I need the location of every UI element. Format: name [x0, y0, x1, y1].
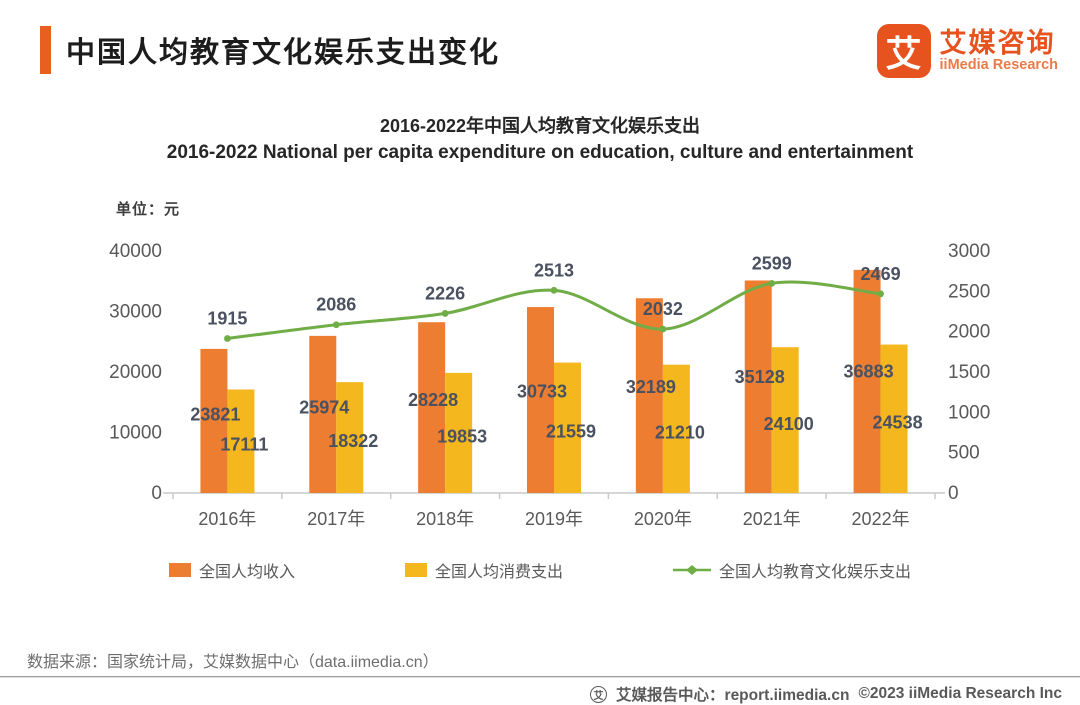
line-marker-2019年 [550, 286, 558, 294]
bar-1-2019年 [554, 362, 581, 493]
line-marker-2021年 [768, 279, 776, 287]
legend-line-marker-icon [673, 565, 711, 575]
chart-legend: 全国人均收入 全国人均消费支出 全国人均教育文化娱乐支出 [0, 558, 1080, 582]
x-axis-label: 2022年 [852, 509, 910, 529]
copyright-text: ©2023 iiMedia Research Inc [858, 685, 1062, 702]
bar-value-label: 23821 [190, 405, 240, 425]
bar-0-2019年 [527, 307, 554, 493]
right-axis-tick: 0 [948, 483, 959, 504]
legend-label: 全国人均收入 [198, 564, 295, 581]
report-center-link[interactable]: 艾媒报告中心：report.iimedia.cn [616, 687, 850, 704]
line-value-label: 2226 [425, 283, 465, 303]
bar-1-2022年 [880, 344, 908, 493]
unit-label: 单位：元 [116, 201, 181, 218]
bar-value-label: 17111 [220, 434, 268, 454]
legend-swatch-icon [168, 563, 191, 577]
right-axis-tick: 2000 [948, 322, 990, 343]
line-value-label: 2513 [534, 260, 574, 280]
line-value-label: 2599 [752, 253, 792, 273]
bar-1-2016年 [227, 389, 255, 493]
logo-name-cn: 艾媒咨询 [939, 28, 1056, 59]
right-axis-tick: 1500 [948, 362, 990, 383]
bar-1-2020年 [662, 364, 690, 493]
line-value-label: 2469 [861, 264, 901, 284]
footer-divider [0, 676, 1080, 678]
bar-0-2022年 [853, 269, 881, 493]
logo-name-en: iiMedia Research [939, 56, 1058, 73]
bar-1-2021年 [771, 347, 799, 493]
line-value-label: 2032 [643, 299, 683, 319]
bar-0-2018年 [418, 322, 446, 493]
legend-item: 全国人均收入 [168, 558, 295, 582]
bar-0-2020年 [635, 298, 663, 493]
bar-value-label: 35128 [735, 367, 785, 387]
legend-item: 全国人均消费支出 [404, 558, 563, 582]
bar-value-label: 21210 [655, 422, 705, 442]
line-marker-2017年 [332, 321, 340, 329]
right-axis-tick: 3000 [948, 241, 990, 262]
line-marker-2016年 [224, 335, 231, 342]
data-source-note: 数据来源：国家统计局，艾媒数据中心（data.iimedia.cn） [27, 654, 439, 671]
footer-report-info: 艾 艾媒报告中心：report.iimedia.cn ©2023 iiMedia… [590, 683, 1062, 705]
right-axis-tick: 2500 [948, 281, 990, 302]
bar-1-2018年 [445, 372, 473, 493]
legend-label: 全国人均教育文化娱乐支出 [719, 564, 912, 581]
line-marker-2022年 [877, 290, 884, 298]
left-axis-tick: 20000 [109, 362, 162, 383]
left-axis-tick: 30000 [109, 302, 162, 323]
bar-value-label: 24538 [873, 413, 923, 433]
bar-value-label: 28228 [408, 390, 458, 410]
legend-item: 全国人均教育文化娱乐支出 [673, 558, 911, 582]
left-axis-tick: 10000 [109, 423, 162, 444]
bar-value-label: 36883 [844, 361, 894, 381]
bar-value-label: 19853 [437, 426, 487, 446]
page-header: 中国人均教育文化娱乐支出变化 [40, 26, 500, 74]
line-marker-2020年 [659, 325, 667, 333]
combo-chart: 0 10000 20000 30000 40000 0 500 1000 1500 2000 250… [109, 241, 990, 529]
x-axis-label: 2017年 [307, 509, 365, 529]
title-accent-bar [40, 26, 51, 74]
line-value-label: 2086 [316, 295, 356, 315]
bar-0-2021年 [744, 280, 772, 493]
line-marker-2018年 [441, 310, 449, 317]
iimedia-logo: 艾 艾媒咨询 iiMedia Research [876, 24, 1058, 78]
x-axis-label: 2018年 [416, 509, 474, 529]
bar-0-2017年 [309, 335, 337, 493]
bar-1-2017年 [336, 382, 364, 493]
legend-label: 全国人均消费支出 [434, 564, 563, 581]
x-axis-label: 2019年 [525, 509, 583, 529]
chart-title-en: 2016-2022 National per capita expenditur… [166, 142, 914, 163]
bar-value-label: 30733 [517, 382, 567, 402]
iimedia-badge-icon: 艾 [590, 685, 608, 703]
x-axis-label: 2020年 [634, 509, 692, 529]
page-title: 中国人均教育文化娱乐支出变化 [66, 37, 501, 69]
logo-text: 艾媒咨询 iiMedia Research [940, 29, 1058, 73]
bar-0-2016年 [200, 348, 228, 493]
iimedia-logo-icon: 艾 [876, 24, 931, 78]
x-axis-label: 2021年 [743, 509, 801, 529]
legend-swatch-icon [404, 563, 427, 577]
right-axis-tick: 1000 [948, 402, 990, 423]
left-axis-tick: 40000 [109, 241, 162, 262]
line-value-label: 1915 [207, 309, 247, 329]
bar-value-label: 32189 [626, 377, 676, 397]
left-axis-tick: 0 [151, 483, 162, 504]
bar-value-label: 25974 [299, 398, 349, 418]
chart-title-block: 2016-2022年中国人均教育文化娱乐支出 2016-2022 Nationa… [0, 112, 1080, 164]
bar-value-label: 24100 [764, 414, 814, 434]
x-axis-label: 2016年 [198, 509, 256, 529]
right-axis-tick: 500 [948, 443, 980, 464]
bar-value-label: 21559 [546, 421, 596, 441]
bar-value-label: 18322 [328, 431, 378, 451]
chart-title-cn: 2016-2022年中国人均教育文化娱乐支出 [379, 116, 701, 136]
